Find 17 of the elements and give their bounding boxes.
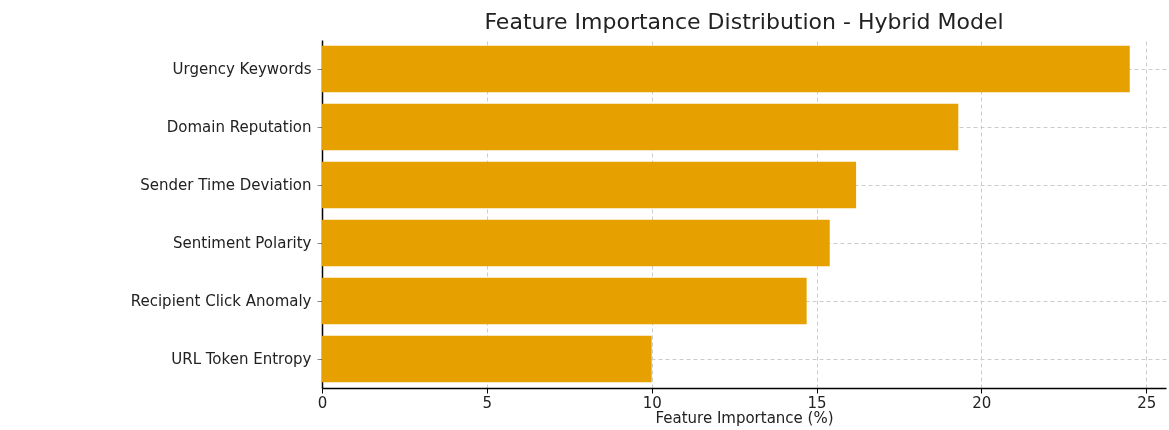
x-tick-label: 20 bbox=[972, 393, 992, 412]
bar bbox=[322, 161, 857, 209]
x-tick-label: 5 bbox=[482, 393, 493, 412]
bar bbox=[322, 219, 830, 267]
bar bbox=[322, 103, 959, 151]
y-tick-label: URL Token Entropy bbox=[171, 350, 312, 368]
y-tick-label: Sender Time Deviation bbox=[140, 176, 312, 194]
y-tick-label: Domain Reputation bbox=[166, 118, 312, 136]
x-tick-label: 25 bbox=[1137, 393, 1157, 412]
bar bbox=[322, 45, 1130, 93]
x-tick-label: 0 bbox=[317, 393, 328, 412]
chart-title: Feature Importance Distribution - Hybrid Model bbox=[484, 9, 1004, 34]
bar bbox=[322, 277, 807, 325]
y-tick-label: Recipient Click Anomaly bbox=[130, 292, 312, 310]
y-tick-label: Urgency Keywords bbox=[172, 60, 312, 78]
y-tick-label: Sentiment Polarity bbox=[173, 234, 312, 252]
bar bbox=[322, 335, 652, 383]
